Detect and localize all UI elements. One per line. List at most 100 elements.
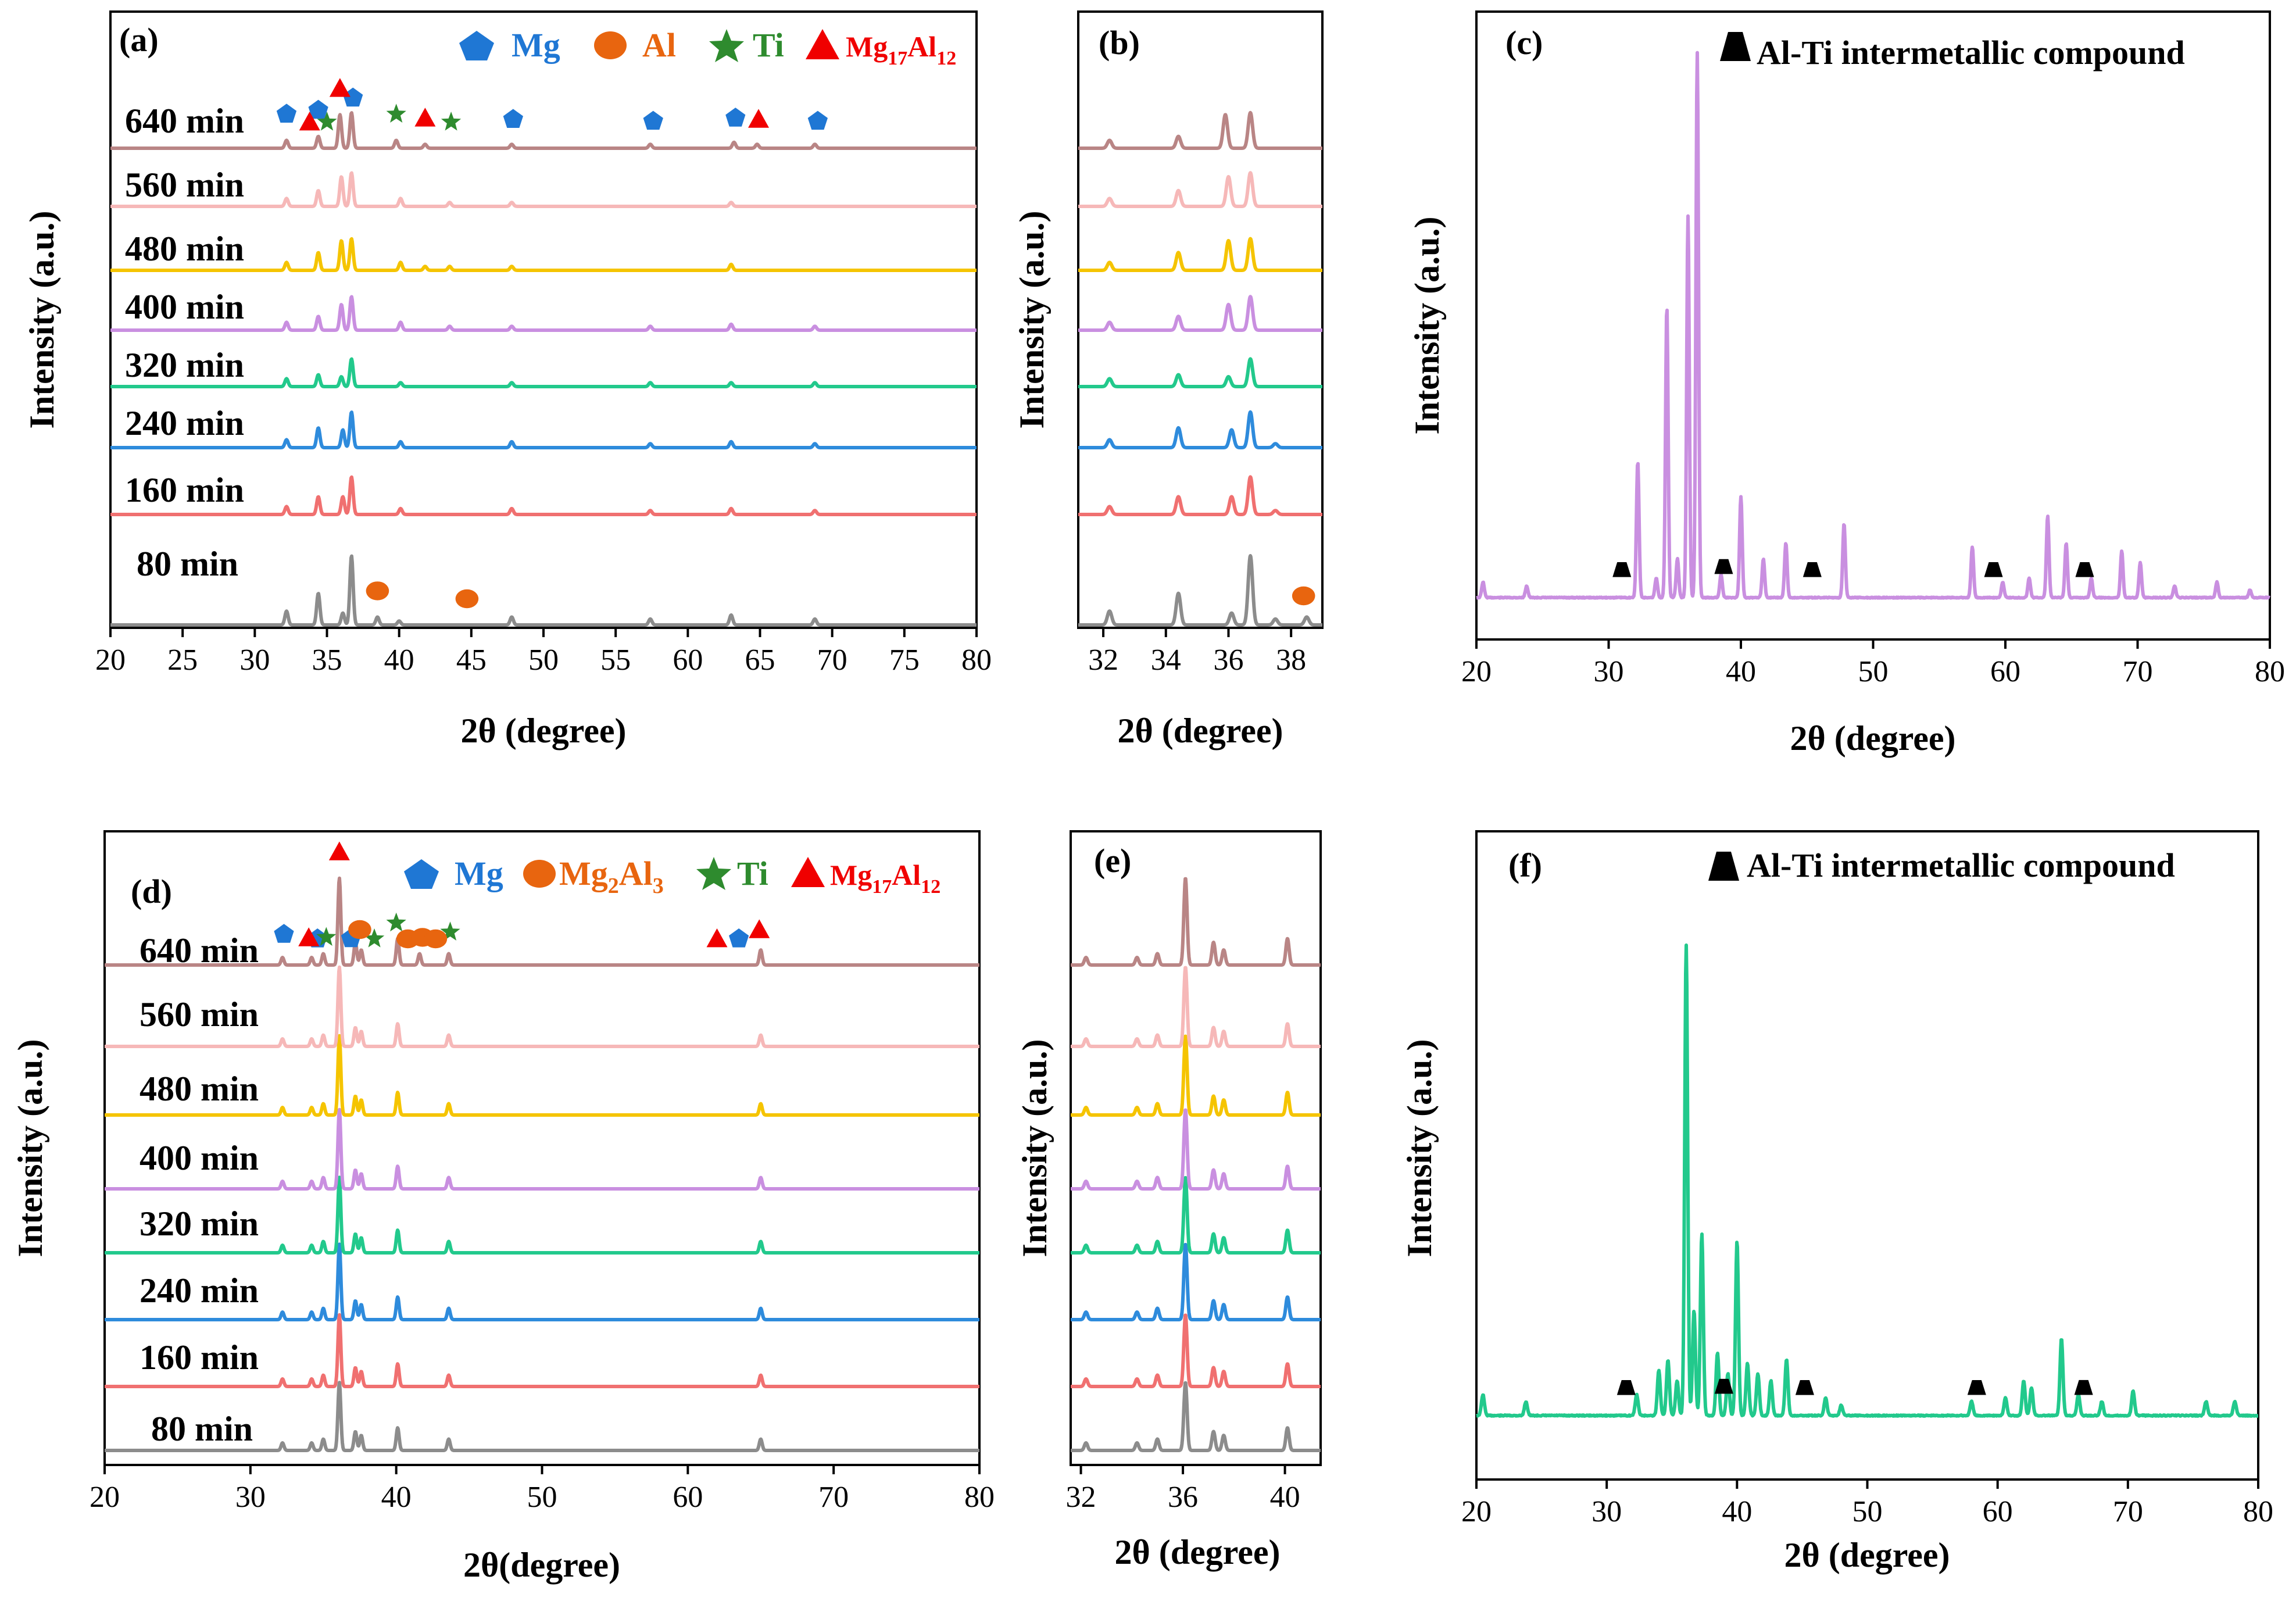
triangle-marker bbox=[298, 927, 320, 946]
legend: Al-Ti intermetallic compound bbox=[1708, 846, 2175, 884]
circle-marker bbox=[424, 929, 448, 949]
x-tick-label: 50 bbox=[527, 1481, 557, 1514]
trace-labels: 640 min 560 min 480 min 400 min 320 min … bbox=[140, 931, 259, 1448]
triangle-marker bbox=[328, 841, 350, 860]
plot-frame bbox=[1475, 830, 2259, 1481]
panel-d: 20 30 40 50 60 70 80 (d) 2θ(degree) Intensity … bbox=[11, 830, 995, 1584]
star-marker bbox=[440, 921, 460, 941]
trace-480-min bbox=[1069, 1034, 1322, 1117]
panel-label: (f) bbox=[1508, 846, 1542, 884]
y-axis-label: Intensity (a.u.) bbox=[1408, 216, 1446, 434]
x-axis-label: 2θ (degree) bbox=[1790, 719, 1955, 757]
plot-frame bbox=[1077, 10, 1324, 629]
triangle-marker bbox=[414, 108, 436, 127]
trapezoid-marker bbox=[2075, 562, 2094, 577]
x-tick-label: 50 bbox=[528, 644, 559, 677]
trace-label-160: 160 min bbox=[125, 471, 244, 509]
x-tick-label: 32 bbox=[1066, 1481, 1096, 1514]
trace-400-min bbox=[1077, 295, 1324, 332]
x-tick-label: 80 bbox=[961, 644, 992, 677]
trace-480-min bbox=[103, 1034, 981, 1117]
pentagon-marker bbox=[274, 924, 294, 943]
star-marker bbox=[317, 112, 337, 131]
x-tick-label: 30 bbox=[235, 1481, 266, 1514]
trapezoid-marker bbox=[1803, 562, 1822, 577]
trace-560-min bbox=[103, 965, 981, 1048]
legend-mg2al3: Mg2Al3 bbox=[559, 855, 664, 898]
y-axis-label: Intensity (a.u.) bbox=[1013, 210, 1051, 428]
x-tick-label: 40 bbox=[1722, 1495, 1752, 1528]
x-tick-label: 80 bbox=[2243, 1495, 2273, 1528]
star-marker bbox=[316, 927, 337, 946]
x-tick-label: 40 bbox=[384, 644, 414, 677]
trapezoid-marker bbox=[1714, 1378, 1733, 1394]
x-tick-label: 30 bbox=[1592, 1495, 1622, 1528]
plot-frame bbox=[1070, 830, 1322, 1466]
x-axis-label: 2θ(degree) bbox=[463, 1546, 620, 1584]
trace-labels: 640 min 560 min 480 min 400 min 320 min … bbox=[125, 102, 244, 583]
trace-640-min bbox=[1069, 877, 1322, 967]
x-tick-label: 40 bbox=[381, 1481, 412, 1514]
triangle-marker bbox=[748, 109, 770, 128]
trace-80-min bbox=[109, 554, 978, 627]
x-tick-label: 45 bbox=[456, 644, 487, 677]
panel-f: 20 30 40 50 60 70 80 (f) 2θ (degree) Intensity… bbox=[1400, 830, 2273, 1574]
trace-640-min bbox=[103, 876, 981, 967]
trapezoid-marker bbox=[1984, 562, 2003, 577]
legend-mg17al12: Mg17Al12 bbox=[846, 30, 956, 69]
trace-160-min bbox=[109, 475, 978, 516]
trace-240-min bbox=[1077, 410, 1324, 449]
ti-legend-icon bbox=[709, 29, 744, 62]
x-tick-label: 20 bbox=[95, 644, 126, 677]
legend-ti: Ti bbox=[737, 855, 768, 892]
trace-label-560: 560 min bbox=[125, 166, 244, 204]
trapezoid-marker bbox=[1795, 1380, 1814, 1395]
pentagon-marker bbox=[308, 99, 328, 119]
trace-560-min bbox=[1069, 966, 1322, 1048]
x-tick-label: 25 bbox=[167, 644, 198, 677]
panel-label: (c) bbox=[1505, 24, 1543, 62]
trace-label-320: 320 min bbox=[125, 346, 244, 384]
trace-label-240: 240 min bbox=[125, 404, 244, 442]
x-tick-label: 30 bbox=[239, 644, 270, 677]
legend-ti: Ti bbox=[753, 26, 784, 64]
x-axis-label: 2θ (degree) bbox=[1114, 1533, 1280, 1571]
mg17al12-legend-icon bbox=[806, 29, 839, 59]
legend-al: Al bbox=[642, 26, 676, 64]
panel-e: 32 36 40 (e) 2θ (degree) Intensity (a.u.) bbox=[1015, 830, 1322, 1571]
trace-640-min bbox=[109, 111, 978, 150]
mg17al12-legend-icon bbox=[791, 857, 825, 887]
mg-legend-icon bbox=[404, 859, 439, 889]
y-axis-label: Intensity (a.u.) bbox=[1400, 1039, 1439, 1257]
x-axis-label: 2θ (degree) bbox=[460, 712, 626, 750]
trapezoid-marker bbox=[1612, 562, 1632, 577]
panel-b: 32 34 36 38 (b) 2θ (degree) Intensity (a.u.… bbox=[1013, 10, 1324, 750]
trace-320-min bbox=[109, 357, 978, 388]
circle-marker bbox=[455, 589, 479, 609]
x-tick-label: 70 bbox=[817, 644, 847, 677]
trace-400-min bbox=[109, 295, 978, 332]
x-axis-label: 2θ (degree) bbox=[1784, 1536, 1950, 1574]
panel-label: (d) bbox=[131, 873, 172, 910]
pentagon-marker bbox=[503, 109, 523, 128]
y-axis-label: Intensity (a.u.) bbox=[23, 210, 61, 428]
trace-560-min bbox=[109, 171, 978, 208]
x-tick-label: 60 bbox=[1990, 655, 2020, 688]
x-tick-label: 20 bbox=[90, 1481, 120, 1514]
circle-marker bbox=[1292, 586, 1315, 606]
trapezoid-marker bbox=[1714, 559, 1733, 574]
triangle-marker bbox=[706, 928, 728, 948]
compound-legend-icon bbox=[1708, 852, 1739, 881]
legend: Al-Ti intermetallic compound bbox=[1720, 32, 2185, 72]
trapezoid-marker bbox=[1967, 1380, 1986, 1395]
triangle-marker bbox=[299, 111, 320, 131]
trace-label-640: 640 min bbox=[140, 931, 259, 970]
legend-mg: Mg bbox=[455, 855, 503, 892]
x-tick-label: 70 bbox=[2123, 655, 2153, 688]
x-tick-label: 75 bbox=[889, 644, 920, 677]
trace-320-min bbox=[1077, 357, 1324, 388]
triangle-marker bbox=[749, 919, 770, 938]
compound-legend-icon bbox=[1720, 32, 1751, 61]
x-tick-label: 60 bbox=[673, 644, 703, 677]
